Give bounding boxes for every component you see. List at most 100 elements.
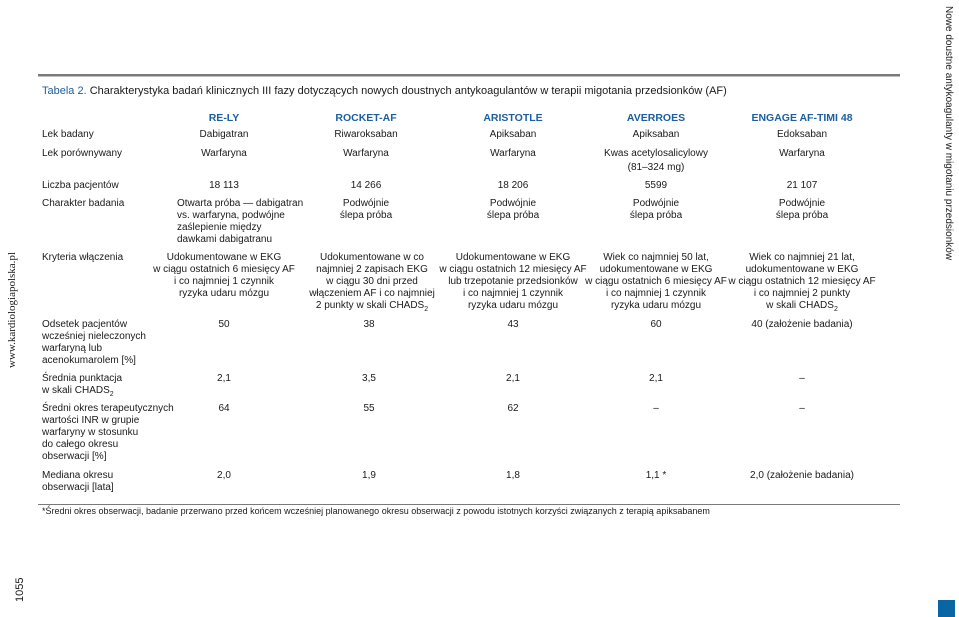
row-label-line: do całego okresu: [42, 439, 119, 450]
column-header: ROCKET-AF: [335, 112, 397, 124]
table-caption: Tabela 2. Charakterystyka badań kliniczn…: [42, 85, 727, 97]
table-cell-line: w skali CHADS2: [766, 300, 838, 313]
table-cell-line: w ciągu ostatnich 12 miesięcy AF: [728, 276, 876, 287]
row-label-line: warfaryną lub: [42, 343, 103, 354]
table-cell: 60: [650, 319, 662, 330]
table-cell-line: dawkami dabigatranu: [177, 234, 273, 245]
table-footnote: *Średni okres obserwacji, badanie przerw…: [42, 506, 710, 516]
row-label-line: obserwacji [lata]: [42, 482, 114, 493]
table-cell: 18 113: [209, 180, 239, 191]
table-cell: Edoksaban: [776, 129, 828, 140]
table-cell: 1,9: [362, 470, 376, 481]
table-frame: [38, 74, 900, 505]
table-cell: 50: [218, 319, 230, 330]
table-cell: 14 266: [350, 180, 382, 191]
side-journal-url: www.kardiologiapolska.pl: [6, 252, 18, 368]
row-label-line: acenokumarolem [%]: [42, 355, 136, 366]
row-label: Lek porównywany: [42, 148, 123, 159]
column-header: ENGAGE AF-TIMI 48: [751, 112, 853, 124]
table-cell-line: Podwójnie: [342, 198, 390, 209]
table-cell: Warfaryna: [343, 148, 389, 159]
table-cell: 38: [363, 319, 375, 330]
row-label: Kryteria włączenia: [42, 252, 124, 263]
table-cell-line: Podwójnie: [632, 198, 680, 209]
table-cell: 21 107: [786, 180, 818, 191]
table-cell-line: Udokumentowane w EKG: [455, 252, 571, 263]
row-label-line: wartości INR w grupie: [42, 415, 140, 426]
row-label: Liczba pacjentów: [42, 180, 119, 191]
page-number: 1055: [14, 577, 26, 602]
table-cell-line: Udokumentowane w co: [320, 252, 424, 263]
table-cell: 3,5: [362, 373, 376, 384]
table-cell: 1,1 *: [645, 470, 667, 481]
side-running-title: Nowe doustne antykoagulanty w migotaniu …: [943, 6, 954, 261]
table-cell: –: [799, 373, 805, 384]
table-cell: 2,1: [217, 373, 231, 384]
table-cell-extra: (81–324 mg): [627, 162, 685, 173]
table-cell: 18 206: [497, 180, 529, 191]
table-cell-line: i co najmniej 1 czynnik: [173, 276, 275, 287]
caption-label: Tabela 2.: [42, 85, 87, 97]
table-cell: 64: [218, 403, 230, 414]
table-cell-line: ryzyka udaru mózgu: [467, 300, 559, 311]
table-cell: 55: [363, 403, 375, 414]
table-cell-line: w ciągu ostatnich 6 miesięcy AF: [153, 264, 295, 275]
row-label: Lek badany: [42, 129, 94, 140]
table-cell: 1,8: [506, 470, 520, 481]
table-cell: Dabigatran: [199, 129, 249, 140]
table-cell-line: włączeniem AF i co najmniej: [309, 288, 435, 299]
table-cell-line: ryzyka udaru mózgu: [610, 300, 702, 311]
row-label-line: Odsetek pacjentów: [42, 319, 128, 330]
table-cell-line: w ciągu ostatnich 6 miesięcy AF: [585, 276, 727, 287]
table-cell-line: udokumentowane w EKG: [745, 264, 859, 275]
table-cell-line: lub trzepotanie przedsionków: [448, 276, 578, 287]
table-cell-line: Udokumentowane w EKG: [166, 252, 282, 263]
table-cell-line: Podwójnie: [778, 198, 826, 209]
table-cell: 2,0 (założenie badania): [750, 470, 854, 481]
table-cell: Warfaryna: [779, 148, 825, 159]
table-cell: Kwas acetylosalicylowy: [604, 148, 708, 159]
column-header: RE-LY: [208, 112, 240, 124]
table-cell-line: i co najmniej 1 czynnik: [605, 288, 707, 299]
table-cell-line: Podwójnie: [489, 198, 537, 209]
table-cell-line: i co najmniej 2 punkty: [753, 288, 851, 299]
table-top-rule: [38, 76, 900, 77]
table-cell-line: Wiek co najmniej 50 lat,: [603, 252, 709, 263]
table-cell-line: zaślepienie między: [177, 222, 262, 233]
table-cell-line: i co najmniej 1 czynnik: [462, 288, 564, 299]
table-cell: 43: [507, 319, 519, 330]
table-cell-line: ryzyka udaru mózgu: [178, 288, 270, 299]
row-label-line: Średnia punktacja: [42, 373, 123, 384]
caption-text: Charakterystyka badań klinicznych III fa…: [89, 85, 727, 97]
table-cell-line: 2 punkty w skali CHADS2: [315, 300, 429, 313]
table-cell: –: [799, 403, 805, 414]
column-header: AVERROES: [626, 112, 686, 124]
row-label-line: warfaryny w stosunku: [42, 427, 139, 438]
table-cell: Warfaryna: [201, 148, 247, 159]
table-cell-line: w ciągu ostatnich 12 miesięcy AF: [439, 264, 587, 275]
corner-marker: [938, 600, 955, 617]
table-cell-line: Wiek co najmniej 21 lat,: [749, 252, 855, 263]
table-cell-line: udokumentowane w EKG: [599, 264, 713, 275]
table-cell: Apiksaban: [489, 129, 537, 140]
table-cell: 62: [507, 403, 519, 414]
table-cell: 40 (założenie badania): [751, 319, 853, 330]
table-cell: Apiksaban: [632, 129, 680, 140]
row-label-line: Mediana okresu: [42, 470, 114, 481]
column-header: ARISTOTLE: [483, 112, 543, 124]
table-cell: 2,1: [506, 373, 520, 384]
table-cell: 2,0: [217, 470, 231, 481]
table-cell-line: ślepa próba: [629, 210, 683, 221]
row-label-line: Średni okres terapeutycznych: [42, 403, 174, 414]
table-cell-line: vs. warfaryna, podwójne: [177, 210, 285, 221]
row-label-line: wcześniej nieleczonych: [42, 331, 146, 342]
table-cell: 5599: [644, 180, 668, 191]
table-cell-line: ślepa próba: [775, 210, 829, 221]
table-cell-line: najmniej 2 zapisach EKG: [316, 264, 428, 275]
table-cell: 2,1: [649, 373, 663, 384]
table-cell: Warfaryna: [490, 148, 536, 159]
row-label-line: obserwacji [%]: [42, 451, 107, 462]
table-cell: –: [653, 403, 659, 414]
table-cell: Riwaroksaban: [334, 129, 398, 140]
row-label-line: w skali CHADS2: [42, 385, 114, 398]
